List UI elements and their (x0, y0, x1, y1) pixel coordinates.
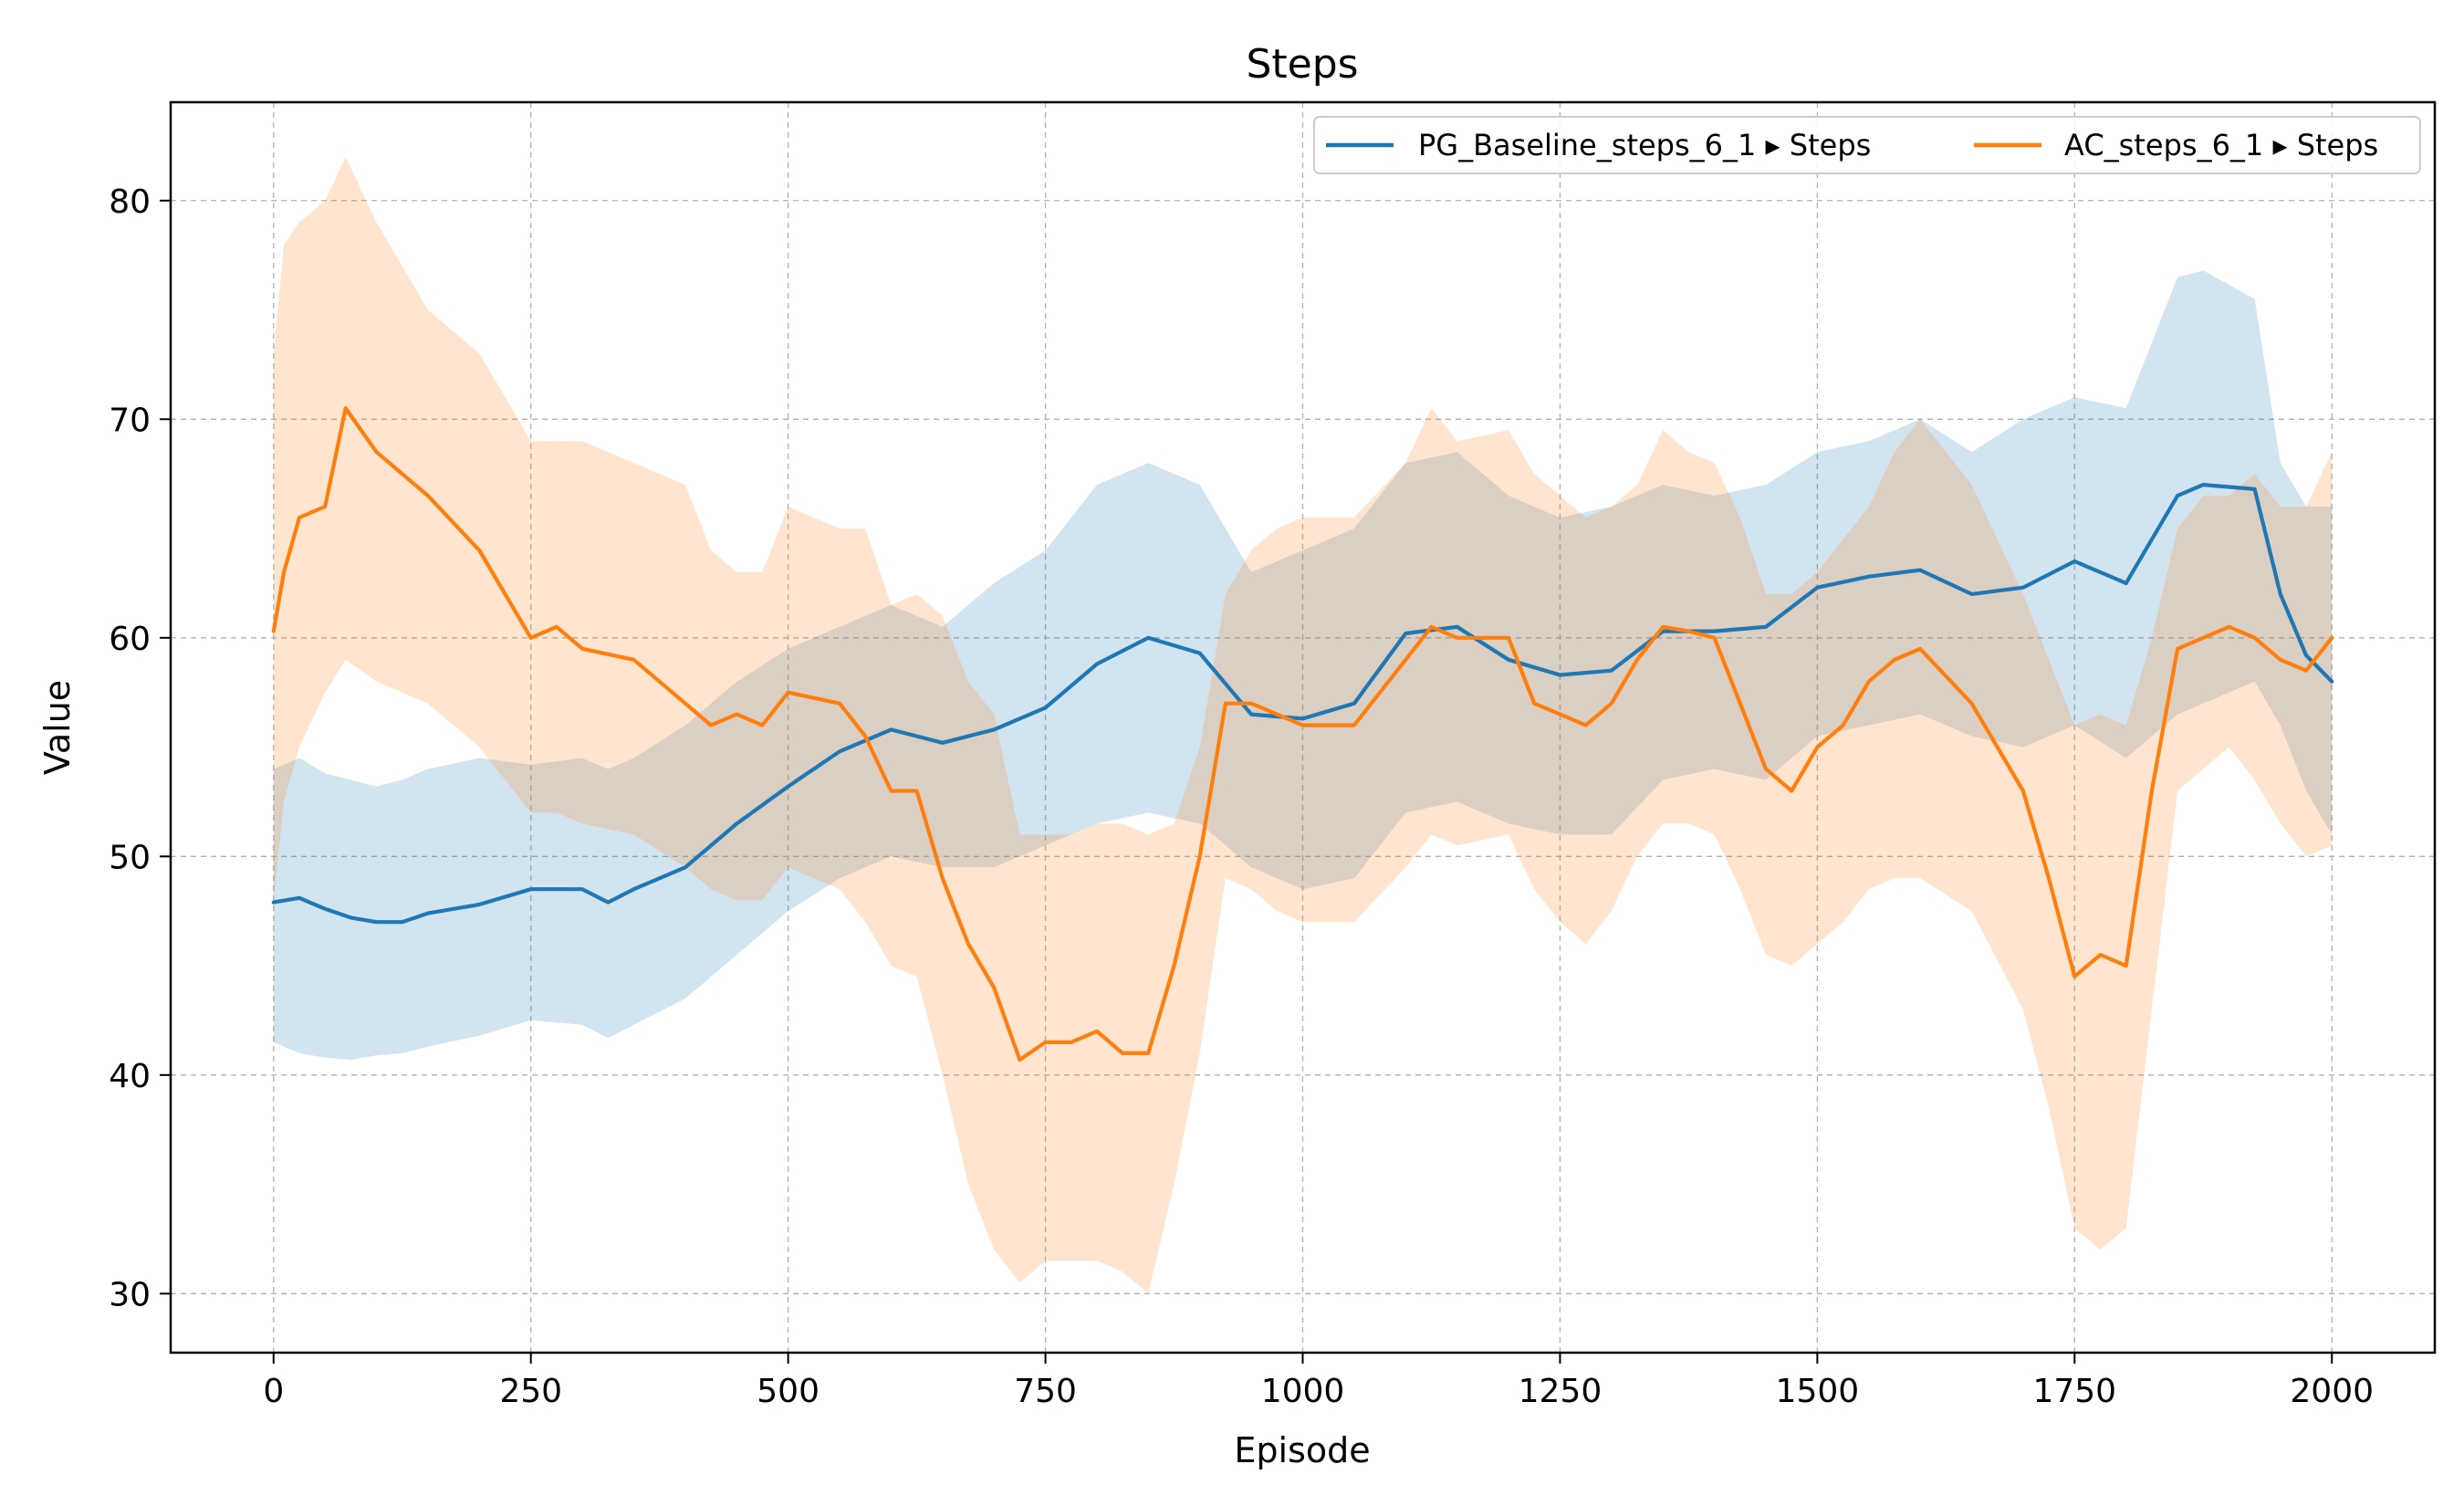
confidence-band-series-0 (273, 270, 2333, 1061)
line-series-0 (271, 482, 2334, 925)
legend-label-pg-baseline: PG_Baseline_steps_6_1 ▸ Steps (1418, 128, 1871, 162)
y-axis-ticks: 30 40 50 60 70 80 (109, 183, 171, 1313)
x-tick-label: 1500 (1776, 1373, 1860, 1410)
x-tick-label: 0 (263, 1373, 284, 1410)
series-lines (271, 406, 2334, 1062)
legend-box (1313, 116, 2421, 174)
x-tick-label: 750 (1014, 1373, 1077, 1410)
y-tick-label: 40 (109, 1058, 151, 1095)
y-tick-label: 70 (109, 402, 151, 439)
y-axis-label: Value (37, 680, 78, 775)
x-tick-label: 1250 (1519, 1373, 1603, 1410)
y-tick-label: 50 (109, 839, 151, 876)
x-tick-label: 2000 (2290, 1373, 2374, 1410)
x-tick-label: 500 (757, 1373, 820, 1410)
y-tick-label: 30 (109, 1276, 151, 1313)
y-tick-label: 80 (109, 183, 151, 221)
y-tick-label: 60 (109, 621, 151, 658)
legend: PG_Baseline_steps_6_1 ▸ Steps AC_steps_6… (1313, 116, 2421, 174)
line-series-1 (271, 406, 2334, 1062)
x-tick-label: 1750 (2032, 1373, 2116, 1410)
chart-title: Steps (1246, 41, 1358, 88)
x-axis-label: Episode (1234, 1430, 1370, 1470)
x-tick-label: 250 (499, 1373, 562, 1410)
x-tick-label: 1000 (1261, 1373, 1345, 1410)
x-axis-ticks: 0 250 500 750 1000 1250 1500 1750 2000 (263, 1353, 2374, 1410)
grid (171, 102, 2435, 1353)
legend-label-ac: AC_steps_6_1 ▸ Steps (2064, 128, 2378, 162)
